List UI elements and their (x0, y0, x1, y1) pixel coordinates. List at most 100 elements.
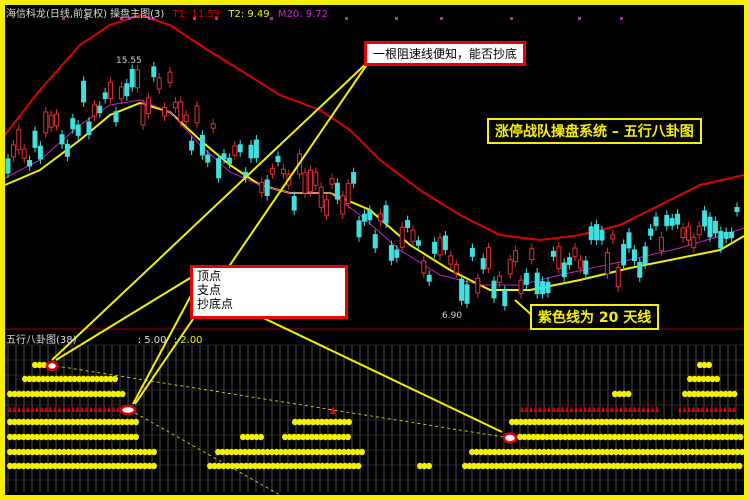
yellow-dot (676, 448, 682, 456)
red-signal-mark (89, 406, 93, 412)
yellow-dot (52, 418, 58, 426)
yellow-dot (74, 433, 81, 441)
yellow-dot (233, 448, 239, 456)
yellow-dot (478, 448, 484, 456)
annotation-arrow (51, 59, 371, 361)
yellow-dot (340, 433, 347, 441)
yellow-dot (550, 448, 556, 456)
yellow-dot (635, 448, 642, 456)
yellow-dot (110, 390, 117, 398)
yellow-dot (723, 462, 729, 470)
bottom-point-label: 抄底点 (197, 297, 234, 311)
yellow-dot (207, 462, 213, 470)
yellow-dot (709, 375, 716, 383)
yellow-dot (128, 462, 135, 470)
signal-marker (345, 17, 348, 20)
yellow-dot (527, 448, 534, 456)
candle (145, 97, 151, 114)
yellow-dot (540, 418, 547, 426)
red-signal-mark (26, 406, 30, 412)
yellow-dot (47, 433, 54, 441)
yellow-dot (47, 462, 54, 470)
yellow-dot (83, 418, 90, 426)
red-signal-mark (614, 406, 619, 412)
yellow-dot (601, 462, 608, 470)
yellow-dot (74, 462, 81, 470)
yellow-dot (595, 448, 601, 456)
yellow-dot (604, 448, 610, 456)
yellow-dot (480, 462, 486, 470)
yellow-dot (580, 433, 586, 441)
yellow-dot (274, 462, 281, 470)
yellow-dot (734, 448, 741, 456)
yellow-dot (124, 418, 130, 426)
yellow-dot (83, 433, 90, 441)
yellow-dot (722, 390, 729, 398)
red-signal-mark (102, 406, 107, 412)
yellow-dot (705, 462, 711, 470)
red-signal-mark (53, 406, 57, 412)
yellow-dot (661, 433, 667, 441)
yellow-dot (40, 375, 46, 383)
yellow-dot (589, 433, 595, 441)
yellow-dot (22, 375, 28, 383)
yellow-dot (635, 418, 641, 426)
candle (702, 210, 708, 227)
signal-marker (193, 17, 196, 20)
candle (459, 278, 465, 301)
red-signal-mark (556, 406, 560, 412)
yellow-dot (315, 462, 321, 470)
yellow-dot (719, 433, 726, 441)
yellow-dot (691, 375, 698, 383)
yellow-dot (711, 418, 718, 426)
yellow-dot (65, 418, 72, 426)
yellow-dot (530, 433, 537, 441)
yellow-dot (617, 418, 623, 426)
yellow-dot (720, 418, 727, 426)
yellow-dot (106, 462, 112, 470)
red-signal-mark (709, 406, 714, 412)
yellow-dot (16, 462, 22, 470)
m20-value: M20: 9.72 (277, 9, 329, 20)
yellow-dot (119, 462, 126, 470)
yellow-dot (29, 462, 36, 470)
red-signal-mark (641, 406, 646, 412)
signal-marker (148, 17, 151, 20)
candle (259, 181, 265, 193)
yellow-dot (666, 418, 673, 426)
yellow-dot (665, 433, 672, 441)
candle (324, 199, 330, 216)
candle (351, 172, 357, 184)
yellow-dot (110, 418, 117, 426)
yellow-dot (634, 433, 640, 441)
yellow-dot (707, 418, 713, 426)
yellow-dot (128, 418, 135, 426)
red-signal-mark (705, 406, 709, 412)
yellow-dot (243, 462, 249, 470)
red-signal-mark (533, 406, 538, 412)
yellow-dot (471, 462, 477, 470)
candle (226, 157, 232, 164)
yellow-dot (725, 448, 732, 456)
yellow-dot (282, 433, 288, 441)
yellow-dot (517, 433, 523, 441)
yellow-dot (505, 448, 511, 456)
yellow-dot (319, 418, 325, 426)
yellow-dot (608, 448, 615, 456)
yellow-dot (29, 390, 36, 398)
candle (669, 218, 675, 226)
yellow-dot (32, 361, 38, 369)
yellow-dot (683, 433, 690, 441)
candle (361, 213, 367, 222)
yellow-dot (705, 375, 711, 383)
yellow-dot (74, 418, 81, 426)
yellow-dot (701, 433, 708, 441)
yellow-dot (691, 462, 698, 470)
red-signal-mark (650, 406, 655, 412)
yellow-dot (523, 448, 529, 456)
yellow-dot (737, 433, 744, 441)
candle (75, 124, 81, 136)
candle (70, 118, 76, 130)
candle (113, 111, 119, 123)
